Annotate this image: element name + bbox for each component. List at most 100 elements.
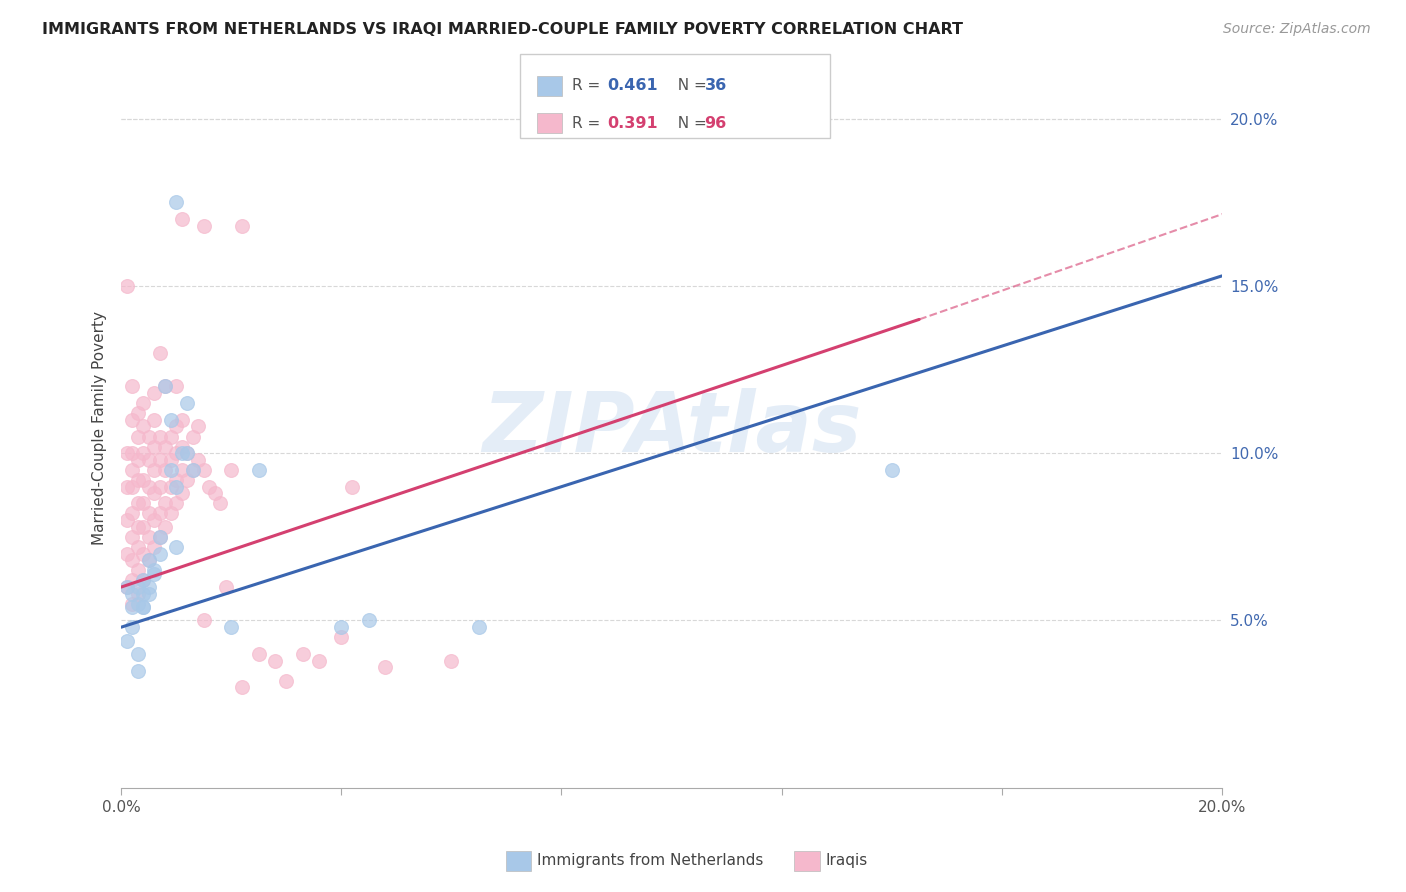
Point xyxy=(149,547,172,561)
Point xyxy=(165,473,187,487)
Point xyxy=(132,600,155,615)
Point xyxy=(127,473,149,487)
Point xyxy=(155,496,177,510)
Point xyxy=(121,507,143,521)
Point xyxy=(155,379,177,393)
Point xyxy=(357,614,380,628)
Text: 36: 36 xyxy=(704,78,727,94)
Point xyxy=(121,480,143,494)
Point xyxy=(138,530,160,544)
Point xyxy=(291,647,314,661)
Text: R =: R = xyxy=(572,115,606,130)
Point xyxy=(159,507,181,521)
Point xyxy=(143,386,166,401)
Point xyxy=(330,620,353,634)
Point xyxy=(143,413,166,427)
Point xyxy=(165,419,187,434)
Point xyxy=(193,614,215,628)
Point xyxy=(138,480,160,494)
Point xyxy=(264,654,287,668)
Point xyxy=(159,480,181,494)
Text: 96: 96 xyxy=(704,115,727,130)
Point xyxy=(127,429,149,443)
Text: IMMIGRANTS FROM NETHERLANDS VS IRAQI MARRIED-COUPLE FAMILY POVERTY CORRELATION C: IMMIGRANTS FROM NETHERLANDS VS IRAQI MAR… xyxy=(42,22,963,37)
Point xyxy=(132,473,155,487)
Point xyxy=(170,486,193,500)
Point xyxy=(132,419,155,434)
Point xyxy=(193,463,215,477)
Point xyxy=(176,396,198,410)
Point xyxy=(138,507,160,521)
Point xyxy=(155,463,177,477)
Point xyxy=(219,620,242,634)
Point xyxy=(149,453,172,467)
Text: N =: N = xyxy=(668,115,711,130)
Point xyxy=(127,406,149,420)
Point xyxy=(198,480,221,494)
Point xyxy=(342,480,364,494)
Point xyxy=(121,379,143,393)
Point xyxy=(143,463,166,477)
Point xyxy=(132,574,155,588)
Point xyxy=(181,463,204,477)
Point xyxy=(159,413,181,427)
Point xyxy=(143,486,166,500)
Point xyxy=(115,580,138,594)
Point xyxy=(330,630,353,644)
Point xyxy=(138,429,160,443)
Point xyxy=(149,530,172,544)
Point xyxy=(132,574,155,588)
Text: Source: ZipAtlas.com: Source: ZipAtlas.com xyxy=(1223,22,1371,37)
Point xyxy=(132,547,155,561)
Point xyxy=(115,513,138,527)
Point xyxy=(132,446,155,460)
Point xyxy=(149,507,172,521)
Point xyxy=(115,547,138,561)
Point xyxy=(219,463,242,477)
Point xyxy=(143,440,166,454)
Point xyxy=(159,429,181,443)
Point xyxy=(468,620,491,634)
Point xyxy=(215,580,238,594)
Point xyxy=(115,446,138,460)
Point xyxy=(138,453,160,467)
Point xyxy=(231,219,253,233)
Text: 0.391: 0.391 xyxy=(607,115,658,130)
Point xyxy=(127,664,149,678)
Text: R =: R = xyxy=(572,78,606,94)
Point xyxy=(127,580,149,594)
Point xyxy=(159,453,181,467)
Point xyxy=(132,587,155,601)
Point xyxy=(170,413,193,427)
Point xyxy=(165,446,187,460)
Point xyxy=(132,496,155,510)
Point xyxy=(181,463,204,477)
Point xyxy=(121,587,143,601)
Point xyxy=(115,279,138,293)
Point xyxy=(880,463,903,477)
Y-axis label: Married-Couple Family Poverty: Married-Couple Family Poverty xyxy=(93,311,107,545)
Point xyxy=(155,379,177,393)
Point xyxy=(181,429,204,443)
Point xyxy=(149,480,172,494)
Point xyxy=(127,597,149,611)
Point xyxy=(115,633,138,648)
Point xyxy=(308,654,330,668)
Point xyxy=(138,553,160,567)
Point xyxy=(159,463,181,477)
Point xyxy=(143,566,166,581)
Text: Immigrants from Netherlands: Immigrants from Netherlands xyxy=(537,854,763,868)
Point xyxy=(170,446,193,460)
Point xyxy=(127,520,149,534)
Point xyxy=(193,219,215,233)
Point xyxy=(149,346,172,360)
Point xyxy=(121,600,143,615)
Point xyxy=(149,530,172,544)
Point xyxy=(121,413,143,427)
Point xyxy=(247,647,270,661)
Point xyxy=(165,379,187,393)
Point xyxy=(121,530,143,544)
Point xyxy=(121,574,143,588)
Point xyxy=(155,520,177,534)
Point xyxy=(165,496,187,510)
